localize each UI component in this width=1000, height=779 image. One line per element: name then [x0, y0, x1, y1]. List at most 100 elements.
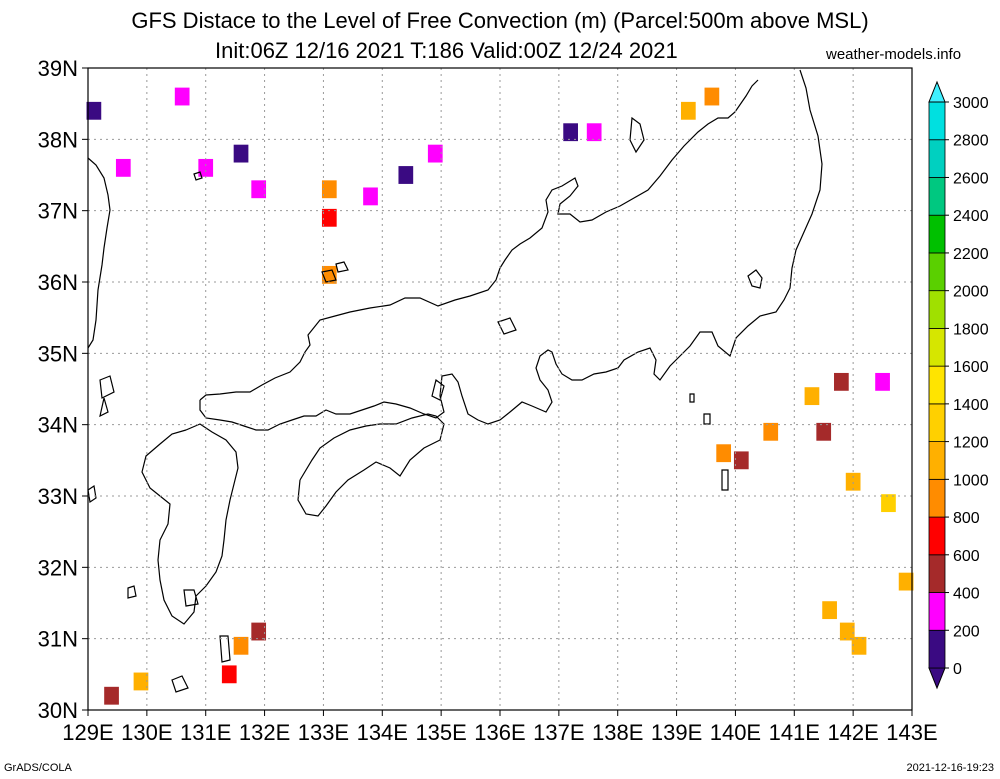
colorbar-label: 0	[953, 661, 962, 678]
colorbar-segment	[928, 252, 946, 292]
x-tick-label: 131E	[180, 720, 231, 745]
colorbar-label: 2600	[953, 170, 989, 187]
data-cell	[839, 622, 855, 641]
y-tick-label: 36N	[38, 270, 78, 295]
colorbar-label: 1200	[953, 435, 989, 452]
colorbar-label: 1000	[953, 472, 989, 489]
colorbar-segment	[928, 478, 946, 518]
data-cell	[875, 372, 890, 391]
x-axis-ticks: 129E 130E 131E 132E 133E 134E 135E 136E 137E 138E…	[62, 710, 938, 745]
colorbar-segment	[928, 403, 946, 443]
data-cell	[845, 472, 861, 491]
y-tick-label: 37N	[38, 199, 78, 224]
x-tick-label: 138E	[592, 720, 643, 745]
data-cell	[816, 422, 832, 441]
data-cells	[86, 87, 914, 705]
colorbar-segment	[928, 629, 946, 669]
data-cell	[898, 572, 914, 591]
data-cell	[198, 158, 214, 177]
data-cell	[822, 601, 837, 620]
data-cell	[251, 622, 267, 641]
colorbar-segment	[928, 327, 946, 367]
x-tick-label: 136E	[474, 720, 525, 745]
x-tick-label: 135E	[415, 720, 466, 745]
data-cell	[834, 372, 849, 391]
x-tick-label: 132E	[239, 720, 290, 745]
data-cell	[233, 636, 249, 655]
data-cell	[427, 144, 443, 163]
colorbar-label: 2200	[953, 246, 989, 263]
data-cell	[680, 101, 696, 120]
x-tick-label: 141E	[769, 720, 820, 745]
x-tick-label: 134E	[357, 720, 408, 745]
data-cell	[586, 123, 602, 142]
colorbar-segment	[928, 214, 946, 254]
colorbar-segment	[928, 101, 946, 141]
colorbar-label: 1400	[953, 397, 989, 414]
colorbar-segment	[928, 365, 946, 405]
y-tick-label: 30N	[38, 698, 78, 723]
colorbar-segment	[928, 290, 946, 329]
data-cell	[174, 87, 190, 106]
colorbar-segment	[928, 592, 946, 631]
colorbar-label: 600	[953, 548, 980, 565]
footer-grads: GrADS/COLA	[4, 762, 72, 774]
data-cell	[321, 180, 337, 199]
footer-timestamp: 2021-12-16-19:23	[906, 762, 994, 774]
x-tick-label: 143E	[886, 720, 937, 745]
colorbar: 0 200 400 600 800 1000 1200 1400 1600 1800 2000 220…	[928, 80, 989, 690]
x-tick-label: 137E	[533, 720, 584, 745]
data-cell	[563, 123, 578, 142]
y-tick-label: 38N	[38, 127, 78, 152]
x-tick-label: 142E	[827, 720, 878, 745]
data-cell	[221, 665, 237, 684]
x-tick-label: 139E	[651, 720, 702, 745]
colorbar-segment	[928, 139, 946, 178]
y-tick-label: 34N	[38, 413, 78, 438]
gridlines	[88, 68, 912, 710]
data-cell	[251, 180, 267, 199]
y-tick-label: 32N	[38, 555, 78, 580]
colorbar-label: 400	[953, 586, 980, 603]
colorbar-segment	[928, 441, 946, 480]
data-cell	[716, 444, 732, 463]
chart-title: GFS Distace to the Level of Free Convect…	[131, 8, 869, 33]
chart-subtitle: Init:06Z 12/16 2021 T:186 Valid:00Z 12/2…	[215, 38, 678, 63]
data-cell	[321, 208, 337, 227]
data-cell	[86, 101, 102, 120]
data-cell	[398, 166, 414, 184]
data-cell	[881, 494, 896, 513]
y-tick-label: 33N	[38, 484, 78, 509]
y-tick-label: 39N	[38, 56, 78, 81]
data-cell	[115, 158, 131, 177]
site-credit: weather-models.info	[826, 46, 962, 63]
y-tick-label: 31N	[38, 627, 78, 652]
colorbar-segment	[928, 554, 946, 593]
coastline	[87, 69, 823, 693]
data-cell	[733, 451, 749, 470]
data-cell	[363, 187, 378, 206]
data-cell	[851, 636, 867, 655]
x-tick-label: 140E	[710, 720, 761, 745]
data-cell	[321, 265, 337, 284]
data-cell	[763, 422, 779, 441]
data-cell	[704, 87, 720, 106]
y-tick-label: 35N	[38, 341, 78, 366]
colorbar-label: 800	[953, 510, 980, 527]
colorbar-segment	[928, 177, 946, 216]
data-cell	[133, 672, 149, 691]
y-axis-ticks: 30N 31N 32N 33N 34N 35N 36N 37N 38N 39N	[38, 56, 88, 723]
colorbar-label: 2400	[953, 208, 989, 225]
x-tick-label: 130E	[121, 720, 172, 745]
data-cell	[104, 686, 119, 705]
x-tick-label: 129E	[62, 720, 113, 745]
colorbar-max-arrow	[928, 80, 946, 103]
x-tick-label: 133E	[298, 720, 349, 745]
colorbar-label: 2800	[953, 133, 989, 150]
colorbar-segment	[928, 516, 946, 556]
data-cell	[233, 144, 249, 163]
colorbar-min-arrow	[928, 667, 946, 690]
data-cell	[804, 387, 820, 406]
colorbar-label: 3000	[953, 95, 989, 112]
colorbar-label: 1600	[953, 359, 989, 376]
